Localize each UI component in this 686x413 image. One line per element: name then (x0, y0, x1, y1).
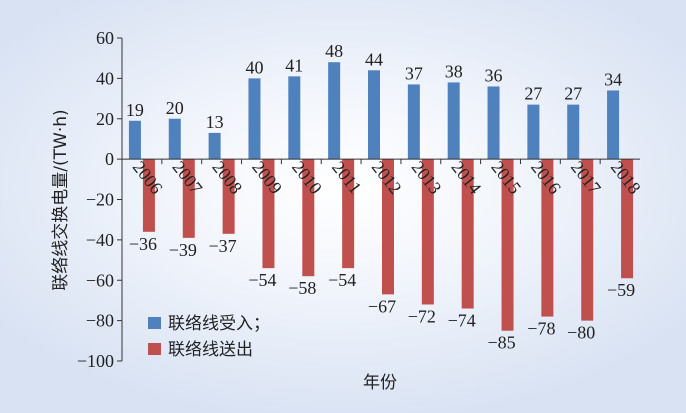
y-tick-label: −100 (77, 351, 114, 371)
legend: 联络线受入； 联络线送出 (148, 314, 270, 360)
x-category-label: 2009 (248, 157, 286, 198)
y-tick-label: 60 (96, 28, 114, 48)
data-labels: 19 −36 20 −39 13 −37 40 −54 41 −58 48 −54 44 −67 37 −72… (126, 41, 635, 352)
x-category-label: 2010 (288, 157, 326, 198)
data-label-inbound: 27 (524, 84, 542, 104)
y-axis-title: 联络线交换电量/(TW·h) (51, 109, 71, 290)
bar-inbound (328, 62, 341, 160)
bar-outbound (501, 159, 514, 331)
bar-outbound (581, 159, 594, 321)
y-tick-label: 40 (96, 68, 114, 88)
data-label-outbound: −74 (448, 311, 476, 331)
x-category-label: 2007 (169, 157, 207, 198)
data-label-inbound: 48 (325, 41, 343, 61)
data-label-inbound: 20 (166, 98, 184, 118)
bar-outbound (182, 159, 195, 238)
y-tick-label: −60 (86, 270, 114, 290)
data-label-inbound: 13 (206, 112, 224, 132)
data-label-inbound: 36 (485, 65, 503, 85)
data-label-inbound: 38 (445, 61, 463, 81)
x-axis-title: 年份 (363, 373, 397, 393)
y-axis-ticks: 60 40 20 0 −20 −40 −60 −80 −100 (77, 28, 122, 371)
bar-inbound (208, 132, 221, 160)
x-category-label: 2011 (328, 157, 366, 197)
bar-inbound (288, 76, 301, 160)
x-category-label: 2015 (487, 157, 525, 198)
bar-inbound (487, 86, 500, 160)
data-label-outbound: −72 (408, 306, 436, 326)
bar-outbound (621, 159, 634, 279)
data-label-outbound: −39 (169, 240, 197, 260)
legend-label-outbound: 联络线送出 (168, 340, 253, 360)
bar-inbound (447, 82, 460, 160)
bar-inbound (168, 118, 181, 160)
bar-inbound (567, 104, 580, 160)
y-tick-label: −40 (86, 230, 114, 250)
bar-inbound (527, 104, 540, 160)
bar-outbound (541, 159, 554, 317)
legend-swatch-outbound (148, 343, 161, 355)
data-label-inbound: 27 (564, 84, 582, 104)
data-label-outbound: −58 (288, 278, 316, 298)
data-label-outbound: −59 (607, 280, 635, 300)
bar-outbound (461, 159, 474, 309)
data-label-outbound: −80 (567, 323, 595, 343)
x-category-label: 2017 (567, 157, 605, 198)
data-label-outbound: −67 (368, 296, 396, 316)
x-category-label: 2018 (607, 157, 645, 198)
y-tick-label: −80 (86, 311, 114, 331)
data-label-inbound: 40 (245, 57, 263, 77)
data-label-inbound: 44 (365, 49, 383, 69)
data-label-outbound: −37 (209, 236, 237, 256)
data-label-inbound: 37 (405, 63, 423, 83)
x-category-label: 2008 (208, 157, 246, 198)
x-category-label: 2016 (527, 157, 565, 198)
legend-label-inbound: 联络线受入； (168, 314, 270, 334)
y-tick-label: 20 (96, 109, 114, 129)
data-label-outbound: −85 (487, 333, 515, 353)
data-label-outbound: −36 (129, 234, 157, 254)
bar-inbound (407, 84, 420, 160)
data-label-inbound: 19 (126, 100, 144, 120)
data-label-outbound: −78 (527, 319, 555, 339)
bar-inbound (248, 78, 261, 160)
x-category-label: 2013 (408, 157, 446, 198)
x-category-label: 2012 (368, 157, 406, 198)
bar-outbound (142, 159, 155, 232)
data-label-outbound: −54 (248, 270, 276, 290)
bars-layer (128, 62, 634, 331)
data-label-outbound: −54 (328, 270, 356, 290)
x-category-label: 2006 (129, 157, 167, 198)
y-tick-label: −20 (86, 190, 114, 210)
data-label-inbound: 34 (604, 69, 622, 89)
y-tick-label: 0 (105, 149, 114, 169)
bar-outbound (262, 159, 275, 269)
bar-outbound (382, 159, 394, 295)
bar-inbound (607, 90, 620, 160)
bar-outbound (342, 159, 355, 269)
data-label-inbound: 41 (285, 55, 303, 75)
bar-outbound (302, 159, 315, 277)
bar-outbound (222, 159, 235, 234)
legend-swatch-inbound (148, 317, 161, 329)
bar-inbound (128, 120, 141, 160)
x-category-label: 2014 (447, 157, 485, 198)
bar-outbound (421, 159, 434, 305)
bar-inbound (368, 70, 380, 160)
